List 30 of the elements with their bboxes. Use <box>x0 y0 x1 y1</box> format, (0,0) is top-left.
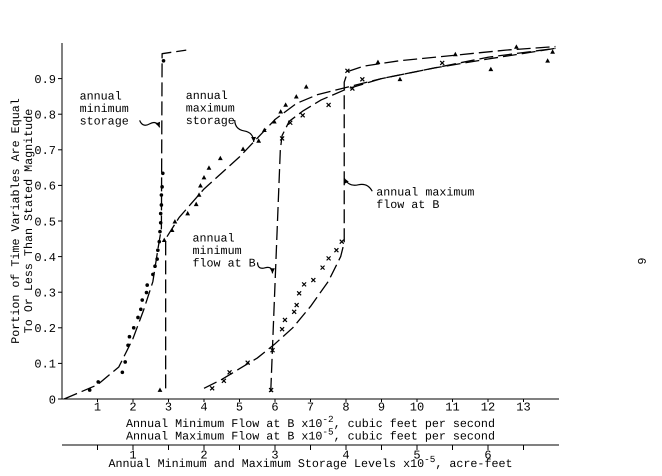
x-tick-label: 8 <box>342 400 350 415</box>
annotation: annual maximum flow at B <box>376 185 474 212</box>
y-tick-label: 0.4 <box>34 250 56 265</box>
x-axis-title: Annual Minimum Flow at B x10$^{-2}$, cubic feet per second Annual Maximum Flow at B x10$^{-5}$, cubic feet per second <box>126 414 495 444</box>
y-tick-label: 0.7 <box>34 144 56 158</box>
y-tick-label: 0.1 <box>34 358 56 372</box>
x-tick-label: 7 <box>306 400 314 415</box>
x-tick-label: 5 <box>236 400 244 415</box>
y-tick-label: 0 <box>48 393 56 408</box>
x-tick-label: 9 <box>378 400 386 415</box>
annotation: annual minimum flow at B <box>192 231 256 270</box>
x-tick-label: 12 <box>480 400 496 415</box>
x-tick-label: 11 <box>445 400 460 415</box>
y-tick-label: 0.3 <box>34 286 56 300</box>
annotation: annual maximum storage <box>186 88 235 128</box>
annotation: annual minimum storage <box>80 89 129 128</box>
x-tick-label: 10 <box>410 400 424 415</box>
y-tick-label: 0.9 <box>34 72 56 87</box>
y-tick-label: 0.2 <box>34 322 56 336</box>
y-tick-label: 0.5 <box>34 215 56 230</box>
x-tick-label: 3 <box>164 400 172 415</box>
x-tick-label: 1 <box>94 400 102 415</box>
x-tick-label: 2 <box>129 400 137 415</box>
y-axis-title: Portion of Time Variables Are Equal To Or Less Than Stated Magnitude <box>9 98 36 344</box>
y-tick-label: 0.8 <box>34 108 56 122</box>
x-tick-label: 4 <box>200 400 208 415</box>
text: 6 <box>634 257 648 265</box>
x-tick-label: 6 <box>271 400 279 415</box>
y-tick-label: 0.6 <box>34 180 56 194</box>
x-tick-label: 13 <box>516 400 531 415</box>
